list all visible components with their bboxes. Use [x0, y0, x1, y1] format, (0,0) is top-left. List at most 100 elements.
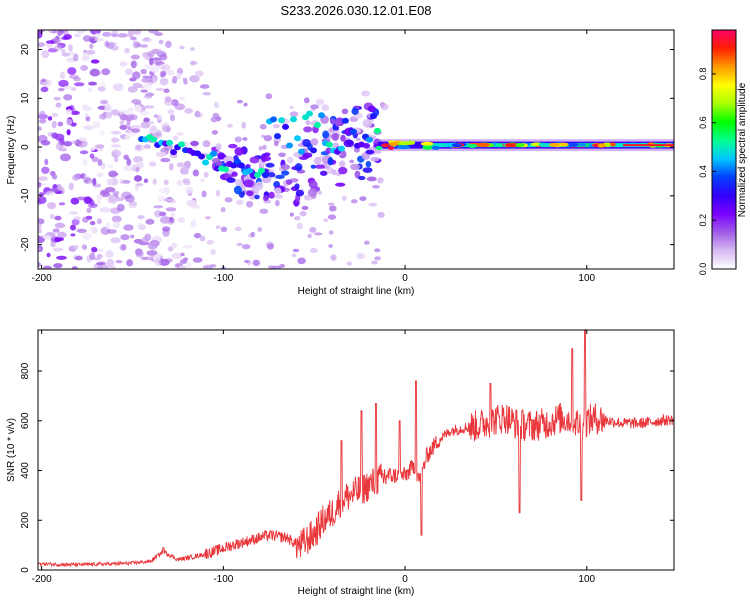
- spectrogram-cell: [133, 175, 143, 182]
- x-tick-label: -200: [32, 273, 52, 284]
- spectrogram-cell: [178, 96, 186, 101]
- colorbar-label: Normalized spectral amplitude: [737, 82, 748, 217]
- spectrogram-cell: [150, 65, 160, 73]
- spectrogram-cell: [158, 39, 164, 45]
- spectrogram-cell: [127, 86, 138, 93]
- spectrogram-cell: [91, 246, 98, 253]
- spectrogram-cell: [72, 174, 80, 181]
- spectrogram-cell: [94, 144, 105, 149]
- spectrogram-cell: [87, 87, 93, 92]
- spectrogram-cell: [104, 186, 116, 193]
- spectrogram-cell: [123, 224, 134, 231]
- spectrogram-ridge-cell: [198, 153, 206, 160]
- spectrogram-cell: [169, 162, 174, 171]
- spectrogram-cell: [374, 248, 381, 253]
- spectrogram-cell: [254, 194, 260, 200]
- spectrogram-cell: [40, 86, 49, 93]
- spectrogram-cell: [69, 51, 75, 56]
- spectrogram-cell: [330, 254, 337, 261]
- spectrogram-cell: [155, 87, 165, 92]
- spectrogram-cell: [275, 174, 285, 180]
- spectrogram-cell: [234, 226, 242, 232]
- spectrogram-cell: [56, 255, 67, 260]
- spectrogram-cell: [43, 235, 52, 240]
- spectrogram-cell: [111, 33, 119, 38]
- spectrogram-cell: [38, 218, 45, 225]
- x-tick-label: 0: [402, 273, 408, 284]
- spectrogram-cell: [86, 207, 92, 214]
- spectrogram-ridge-cell: [285, 142, 293, 149]
- spectrogram-cell: [63, 34, 72, 40]
- spectrogram-cell: [163, 99, 174, 106]
- spectrogram-cell: [52, 247, 64, 252]
- spectrogram-cell: [73, 76, 81, 82]
- spectrogram-cell: [70, 233, 76, 237]
- spectrogram-cell: [82, 232, 92, 240]
- spectrogram-cell: [144, 64, 152, 70]
- spectrogram-cell: [111, 151, 117, 158]
- spectrogram-ridge-cell: [325, 141, 333, 148]
- main-band-cell: [420, 141, 434, 146]
- spectrogram-cell: [148, 160, 156, 167]
- spectrogram-cell: [167, 246, 174, 252]
- spectrogram-cell: [286, 156, 294, 164]
- figure-title: S233.2026.030.12.01.E08: [280, 3, 431, 18]
- spectrogram-cell: [335, 182, 346, 187]
- spectrogram-cell: [335, 118, 341, 127]
- spectrogram-cell: [165, 40, 172, 49]
- spectrogram-cell: [154, 58, 163, 67]
- spectrogram-cell: [63, 140, 73, 147]
- spectrogram-cell: [226, 177, 236, 183]
- spectrogram-cell: [73, 244, 79, 250]
- main-band-cell: [451, 143, 462, 148]
- spectrogram-cell: [295, 189, 304, 197]
- spectrogram-cell: [41, 166, 50, 174]
- main-band-cell: [396, 145, 411, 150]
- spectrogram-cell: [146, 250, 158, 256]
- spectrogram-cell: [249, 156, 260, 164]
- spectrogram-cell: [139, 44, 149, 48]
- spectrogram-cell: [183, 160, 192, 168]
- spectrogram-cell: [155, 151, 167, 158]
- spectrogram-cell: [99, 130, 105, 136]
- main-band-cell: [381, 143, 390, 148]
- spectrogram-cell: [362, 167, 373, 174]
- spectrogram-cell: [111, 137, 119, 144]
- spectrogram-cell: [303, 97, 310, 104]
- spectrogram-cell: [176, 72, 181, 80]
- main-band-core: [423, 143, 674, 148]
- spectrogram-cell: [157, 112, 163, 121]
- spectrogram-cell: [370, 156, 380, 162]
- spectrogram-cell: [110, 144, 122, 148]
- spectrogram-ridge-cell: [277, 117, 285, 124]
- spectrogram-cell: [265, 93, 273, 100]
- spectrogram-cell: [141, 37, 152, 43]
- spectrogram-cell: [143, 105, 155, 109]
- spectrogram-cell: [361, 90, 370, 97]
- spectrogram-cell: [184, 108, 194, 114]
- spectrogram-cell: [170, 242, 178, 249]
- spectrogram-ridge-cell: [281, 123, 289, 130]
- spectrogram-cell: [278, 152, 286, 158]
- spectrogram-ridge-cell: [210, 150, 218, 157]
- spectrogram-cell: [299, 210, 307, 217]
- spectrogram-cell: [206, 239, 214, 245]
- spectrogram-cell: [90, 146, 95, 152]
- spectrogram-cell: [152, 178, 157, 185]
- spectrogram-cell: [139, 110, 150, 116]
- spectrogram-cell: [147, 50, 155, 58]
- spectrogram-cell: [161, 125, 172, 133]
- spectrogram-cell: [182, 77, 188, 82]
- spectrogram-cell: [354, 170, 361, 179]
- spectrogram-cell: [294, 163, 303, 172]
- spectrogram-ridge-cell: [365, 136, 373, 143]
- spectrogram-cell: [38, 42, 46, 48]
- spectrogram-cell: [243, 102, 248, 107]
- spectrogram-cell: [73, 53, 79, 62]
- spectrogram-cell: [89, 125, 99, 129]
- spectrogram-cell: [126, 119, 131, 126]
- spectrogram-cell: [259, 123, 267, 130]
- spectrogram-cell: [38, 181, 42, 188]
- spectrogram-cell: [309, 226, 317, 233]
